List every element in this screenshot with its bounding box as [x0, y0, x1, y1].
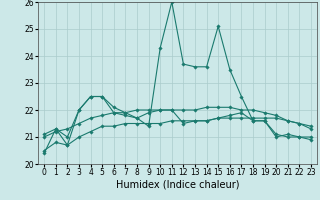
X-axis label: Humidex (Indice chaleur): Humidex (Indice chaleur): [116, 180, 239, 190]
